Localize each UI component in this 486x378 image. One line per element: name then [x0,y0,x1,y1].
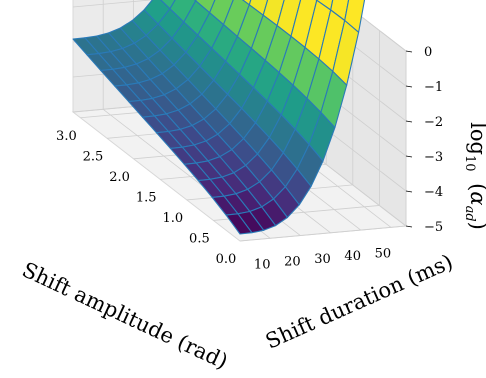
x-tick-label: 2.5 [83,149,104,164]
z-label-var: α [466,191,486,205]
z-label-var-sub: ad [462,206,477,222]
z-tick-mark [405,190,413,193]
z-tick-mark [405,225,413,228]
z-label-base: 10 [462,155,477,172]
z-tick-label: 0 [424,45,432,60]
x-tick-label: 0.0 [216,252,237,267]
z-tick-label: −1 [424,80,443,95]
grid-line-z [72,0,407,122]
z-label-log: log [466,122,486,155]
x-axis-label: Shift amplitude (rad) [19,258,232,374]
y-tick-label: 20 [284,255,301,270]
z-tick-mark [405,155,413,158]
z-tick-label: −3 [424,150,443,165]
x-tick-label: 0.5 [189,232,210,247]
surface-mesh [72,0,366,235]
y-tick-label: 30 [314,252,331,267]
y-tick-label: 40 [344,249,361,264]
x-tick-label: 2.0 [109,170,130,185]
z-axis-label: log10 (αad) [462,122,486,230]
y-tick-label: 10 [254,257,271,272]
surface-cell [225,213,253,235]
tick-marks: 0.0 0.5 1.0 1.5 2.0 2.5 3.0 10 20 30 40 50 0 −1 −2 −3 −4… [56,45,443,272]
z-tick-label: −2 [424,115,443,130]
x-tick-label: 1.0 [162,211,183,226]
y-tick-label: 50 [375,246,392,261]
z-tick-mark [405,120,413,123]
x-tick-label: 1.5 [136,190,157,205]
z-tick-mark [405,85,413,88]
z-tick-label: −5 [424,220,443,235]
z-tick-label: −4 [424,185,443,200]
x-tick-label: 3.0 [56,129,77,144]
z-tick-mark [405,50,413,53]
surface-cell [159,0,176,10]
